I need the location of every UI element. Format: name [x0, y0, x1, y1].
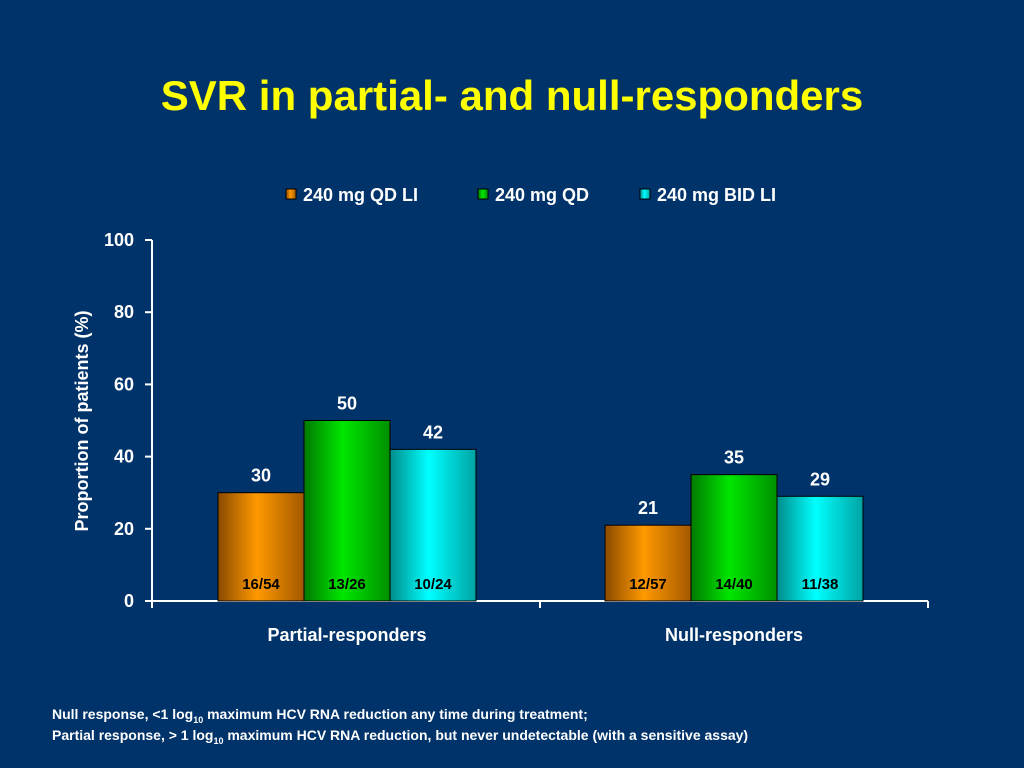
slide-title: SVR in partial- and null-responders	[160, 72, 864, 119]
bar	[303, 420, 391, 602]
y-tick-label: 100	[104, 230, 134, 250]
y-tick-label: 20	[114, 519, 134, 539]
footnote-2-text: Partial response, > 1 log	[52, 727, 214, 743]
bar-value-label: 30	[251, 466, 271, 486]
legend-label: 240 mg QD LI	[303, 185, 418, 205]
footnote-1-subscript: 10	[193, 714, 204, 725]
bar-count-label: 16/54	[242, 576, 280, 593]
bar-value-label: 50	[337, 394, 357, 414]
bar-value-label: 29	[810, 469, 830, 489]
bar-chart: 240 mg QD LI 240 mg QD 240 mg BID LI 0 20 40…	[72, 185, 929, 645]
bar-count-label: 11/38	[802, 576, 839, 593]
footnote-1-text: Null response, <1 log	[52, 706, 194, 722]
bar-value-label: 42	[423, 422, 443, 442]
bar	[690, 474, 778, 602]
legend-swatch	[477, 188, 489, 200]
chart-legend: 240 mg QD LI 240 mg QD 240 mg BID LI	[285, 185, 776, 205]
footnote-partial-response: Partial response, > 1 log10 maximum HCV …	[52, 727, 748, 746]
bar	[776, 495, 864, 602]
bar-count-label: 12/57	[629, 576, 667, 593]
footnote-1-text-end: maximum HCV RNA reduction any time durin…	[203, 706, 588, 722]
legend-swatch	[639, 188, 651, 200]
bar-count-label: 13/26	[328, 576, 366, 593]
x-category-label: Null-responders	[665, 625, 803, 645]
bar-value-label: 21	[638, 498, 658, 518]
footnote-null-response: Null response, <1 log10 maximum HCV RNA …	[52, 706, 588, 725]
chart-axes: 0 20 40 60 80 100 Partial-responders Null-respo…	[104, 230, 929, 645]
y-tick-label: 60	[114, 374, 134, 394]
bar-count-label: 14/40	[715, 576, 753, 593]
y-axis-label: Proportion of patients (%)	[72, 311, 92, 532]
bar	[389, 448, 477, 602]
y-tick-label: 0	[124, 591, 134, 611]
y-tick-label: 40	[114, 447, 134, 467]
footnote-2-subscript: 10	[213, 735, 224, 746]
footnote-2-text-end: maximum HCV RNA reduction, but never und…	[223, 727, 749, 743]
x-category-label: Partial-responders	[267, 625, 426, 645]
bar-value-label: 35	[724, 448, 744, 468]
y-tick-label: 80	[114, 302, 134, 322]
legend-swatch	[285, 188, 297, 200]
bar	[217, 492, 305, 602]
bar-count-label: 10/24	[414, 576, 452, 593]
legend-label: 240 mg BID LI	[657, 185, 776, 205]
chart-bars: 30 16/54 50 13/26 42 10/24 21 12/57 35 14/40 29 11/…	[217, 394, 864, 602]
bar	[604, 524, 692, 602]
legend-label: 240 mg QD	[495, 185, 589, 205]
